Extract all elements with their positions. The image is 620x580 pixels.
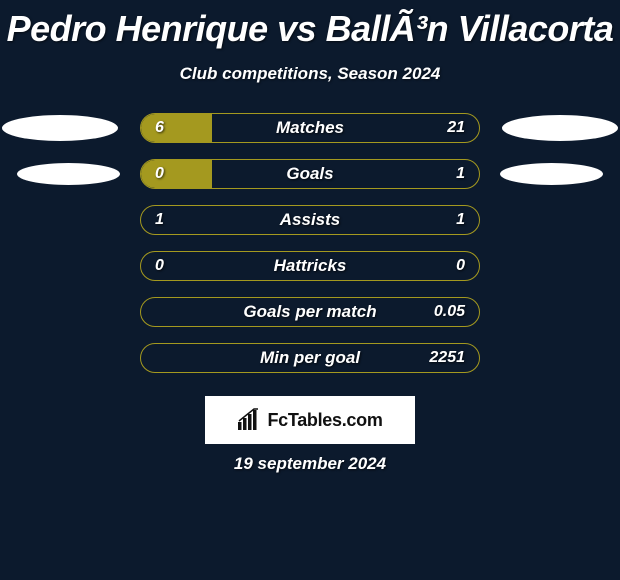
stat-bar-track: 1 1 Assists	[140, 205, 480, 235]
stat-value-right: 0.05	[434, 303, 465, 321]
stat-row: 1 1 Assists	[0, 197, 620, 243]
fctables-logo-icon	[237, 408, 261, 432]
stat-row: 0.05 Goals per match	[0, 289, 620, 335]
stat-label: Goals per match	[243, 302, 376, 322]
stat-value-left: 1	[155, 211, 164, 229]
stat-row: 0 1 Goals	[0, 151, 620, 197]
stat-value-right: 1	[456, 211, 465, 229]
stat-value-right: 21	[447, 119, 465, 137]
stat-row: 2251 Min per goal	[0, 335, 620, 381]
stat-label: Min per goal	[260, 348, 360, 368]
stat-label: Hattricks	[274, 256, 347, 276]
comparison-subtitle: Club competitions, Season 2024	[0, 64, 620, 84]
branding-text: FcTables.com	[267, 410, 382, 431]
player-left-marker	[2, 115, 118, 141]
stat-value-right: 2251	[429, 349, 465, 367]
stat-label: Goals	[286, 164, 333, 184]
comparison-title: Pedro Henrique vs BallÃ³n Villacorta	[0, 0, 620, 50]
stat-row: 6 21 Matches	[0, 105, 620, 151]
stat-bar-track: 0 1 Goals	[140, 159, 480, 189]
stat-value-left: 6	[155, 119, 164, 137]
snapshot-date: 19 september 2024	[0, 454, 620, 474]
stat-row: 0 0 Hattricks	[0, 243, 620, 289]
stat-bar-track: 0.05 Goals per match	[140, 297, 480, 327]
player-left-marker	[17, 163, 120, 185]
stat-bar-track: 6 21 Matches	[140, 113, 480, 143]
stat-value-right: 0	[456, 257, 465, 275]
stat-label: Matches	[276, 118, 344, 138]
player-right-marker	[502, 115, 618, 141]
stat-bar-fill-left	[141, 160, 212, 188]
stat-label: Assists	[280, 210, 340, 230]
stat-value-left: 0	[155, 257, 164, 275]
branding-badge: FcTables.com	[205, 396, 415, 444]
stat-value-right: 1	[456, 165, 465, 183]
comparison-chart: 6 21 Matches 0 1 Goals 1 1 Assists 0 0 Hattricks 0.0…	[0, 105, 620, 381]
stat-value-left: 0	[155, 165, 164, 183]
player-right-marker	[500, 163, 603, 185]
stat-bar-fill-left	[141, 114, 212, 142]
stat-bar-track: 0 0 Hattricks	[140, 251, 480, 281]
stat-bar-track: 2251 Min per goal	[140, 343, 480, 373]
